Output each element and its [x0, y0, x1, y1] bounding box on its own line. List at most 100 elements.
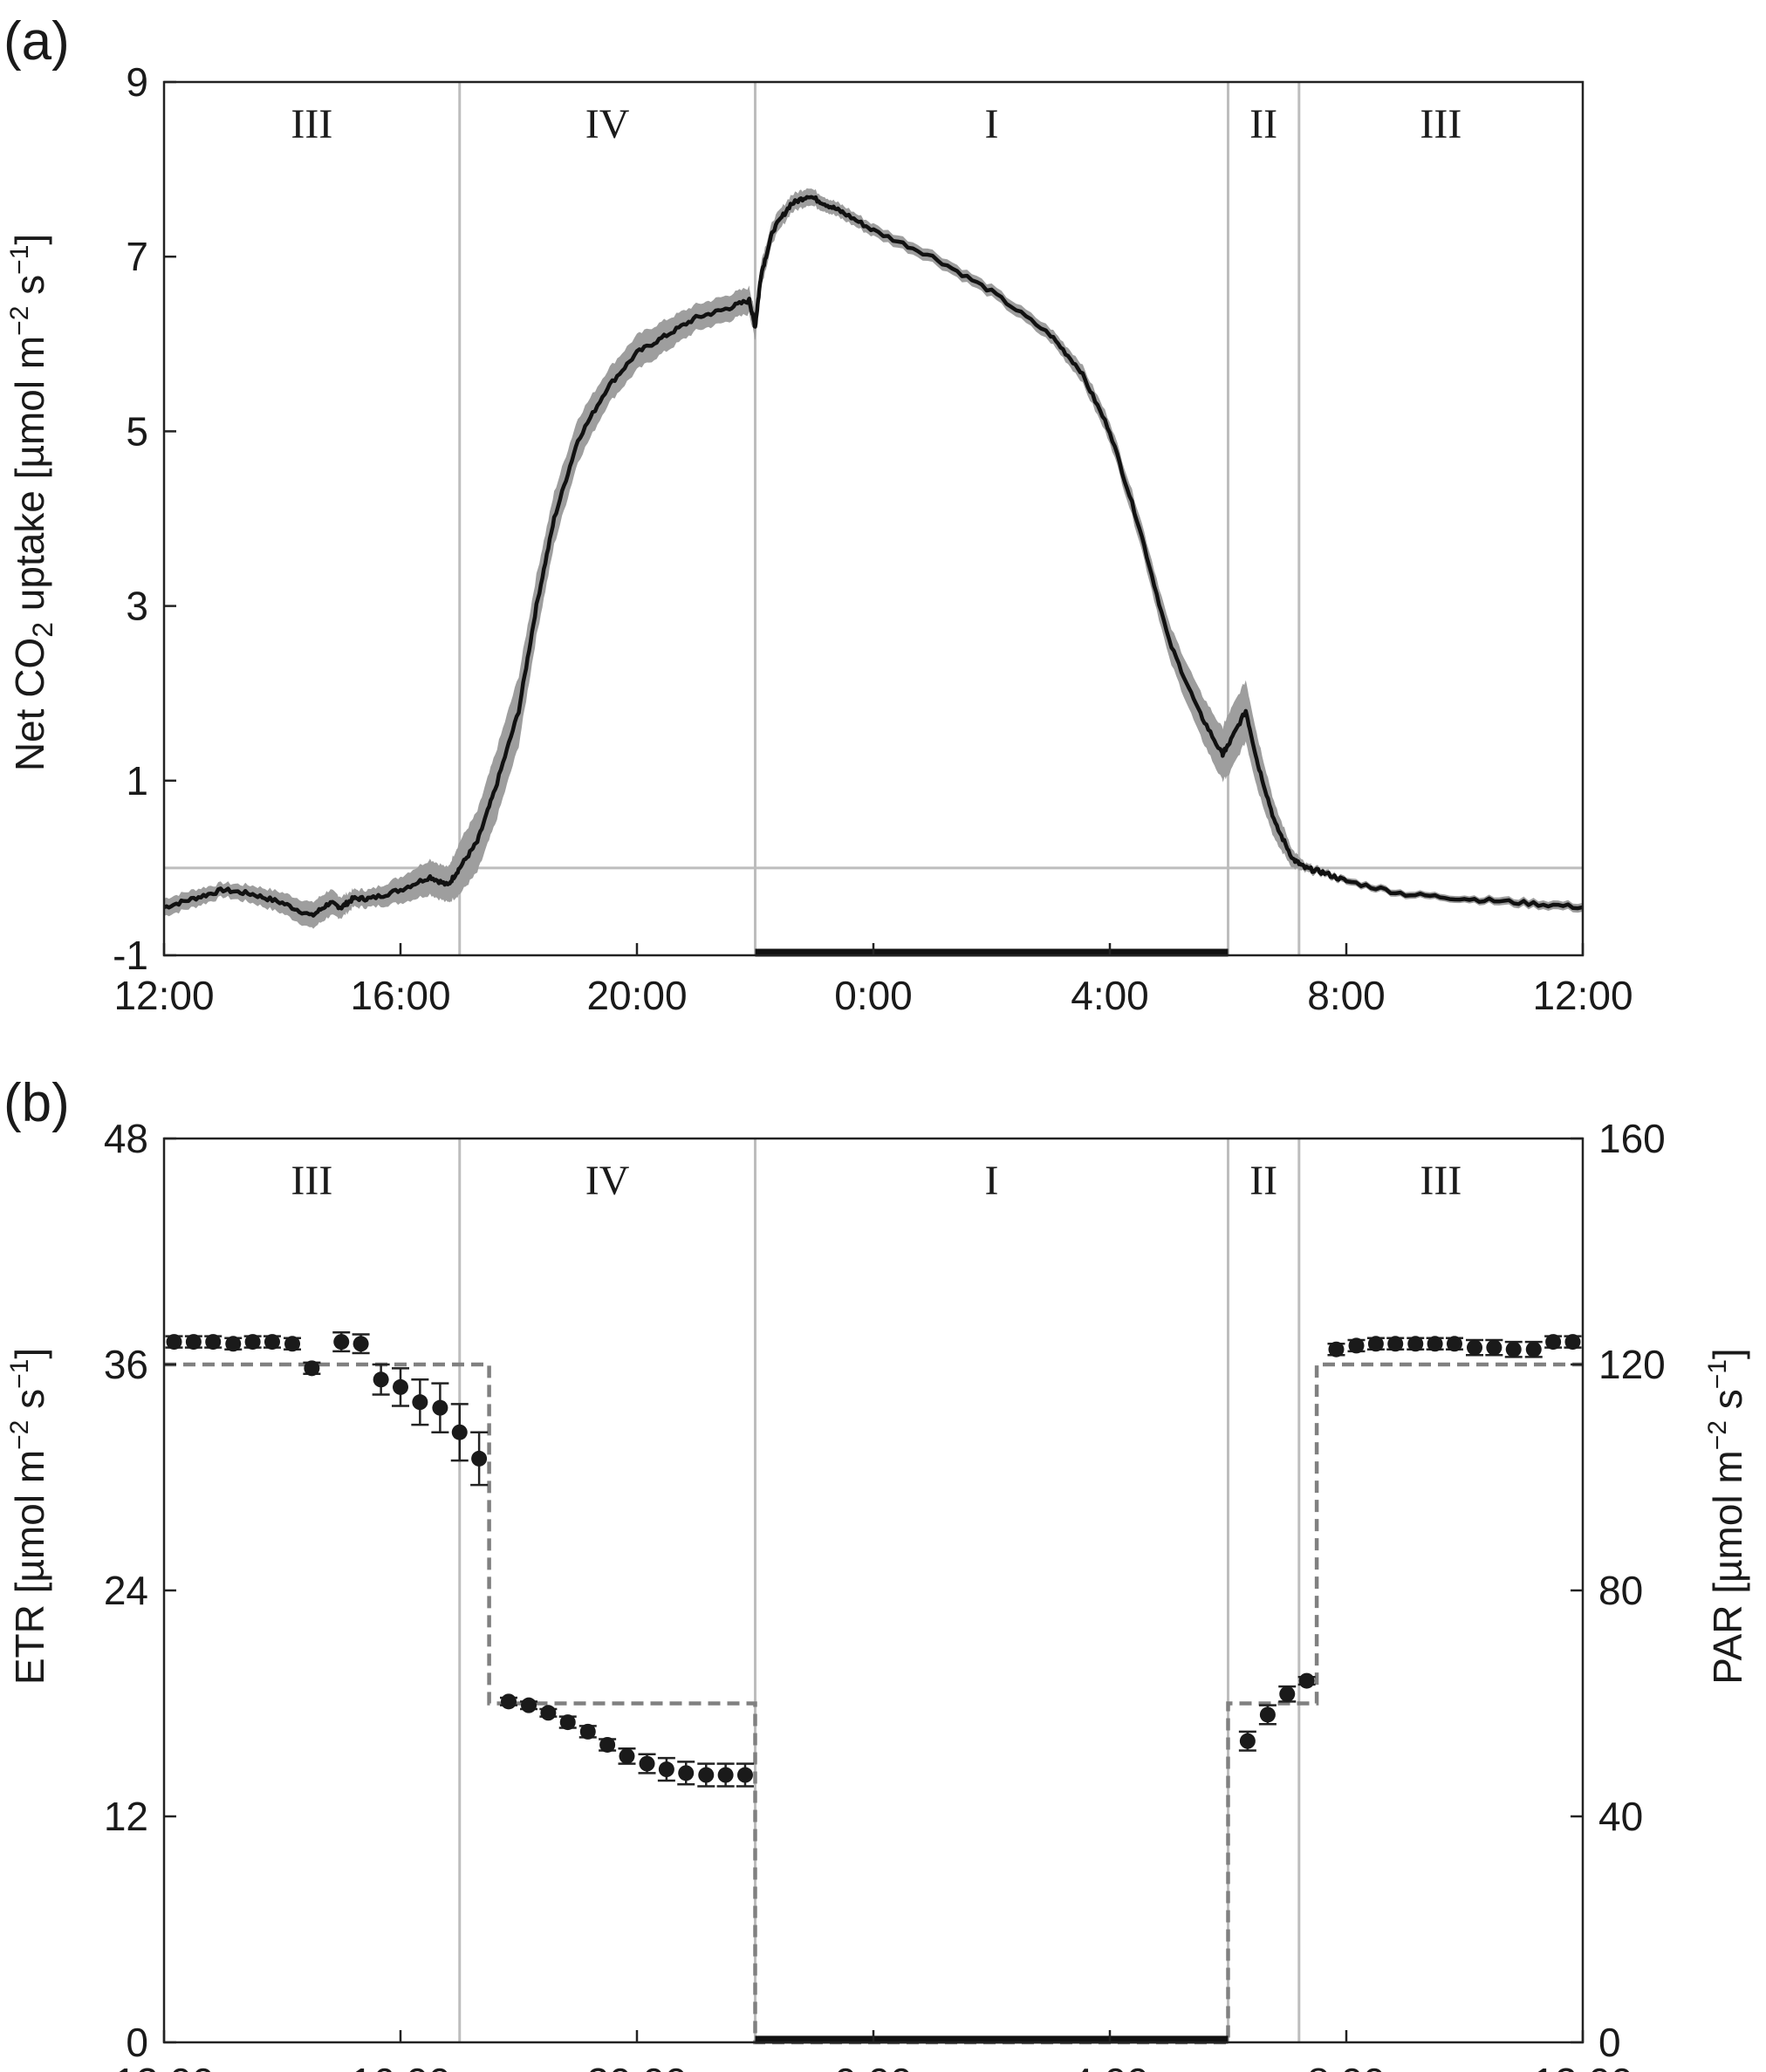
- y-tick-label: 36: [104, 1342, 148, 1387]
- etr-point: [204, 1334, 222, 1351]
- panel-a-label: (a): [3, 11, 70, 72]
- y-tick-label: 7: [126, 234, 148, 279]
- error-band: [164, 188, 1583, 929]
- x-tick-label: 4:00: [1071, 2060, 1149, 2072]
- etr-point: [1238, 1730, 1256, 1752]
- y2-axis-title: PAR [µmol m−2 s−1]: [1703, 1348, 1750, 1684]
- y2-tick-label: 80: [1598, 1568, 1643, 1613]
- phase-label: III: [1420, 1158, 1461, 1204]
- x-tick-label: 12:00: [1532, 973, 1633, 1018]
- y2-tick-label: 0: [1598, 2020, 1621, 2065]
- etr-point: [184, 1334, 202, 1351]
- etr-point: [1544, 1334, 1563, 1351]
- plot-frame: [162, 80, 1585, 957]
- phase-label: III: [1420, 101, 1461, 147]
- x-tick-label: 12:00: [1532, 2060, 1633, 2072]
- etr-point: [499, 1693, 517, 1710]
- etr-point: [558, 1714, 577, 1731]
- x-tick-label: 0:00: [834, 2060, 913, 2072]
- phase-label: IV: [585, 101, 630, 147]
- etr-point: [539, 1705, 558, 1721]
- phase-dividers: [458, 82, 1301, 955]
- phase-label: I: [985, 1158, 999, 1204]
- etr-point: [736, 1762, 754, 1788]
- etr-point: [1524, 1340, 1543, 1358]
- y-tick-label: 1: [126, 758, 148, 803]
- x-tick-label: 0:00: [834, 973, 913, 1018]
- etr-point: [657, 1756, 675, 1782]
- x-tick-label: 8:00: [1307, 973, 1386, 1018]
- etr-point: [1564, 1334, 1582, 1351]
- etr-point: [431, 1382, 449, 1433]
- etr-point: [1278, 1685, 1297, 1703]
- etr-point: [520, 1697, 538, 1713]
- y2-tick-label: 40: [1598, 1794, 1643, 1839]
- phase-labels: III IV I II III: [291, 1158, 1461, 1204]
- etr-point: [1485, 1338, 1503, 1357]
- etr-point: [677, 1761, 695, 1786]
- etr-point: [411, 1378, 429, 1426]
- y-tick-label: 0: [126, 2020, 148, 2065]
- x-tick-label: 16:00: [350, 973, 450, 1018]
- etr-point: [1327, 1341, 1345, 1357]
- y2-tick-label: 160: [1598, 1116, 1666, 1161]
- phase-label: IV: [585, 1158, 630, 1204]
- x-tick-label: 8:00: [1307, 2060, 1386, 2072]
- etr-point: [470, 1431, 489, 1487]
- etr-point: [1445, 1336, 1463, 1352]
- etr-point: [243, 1334, 262, 1351]
- y-axis-ticks: 0 12 24 36 48: [104, 1116, 176, 2065]
- x-tick-label: 20:00: [586, 2060, 687, 2072]
- phase-label: III: [291, 1158, 332, 1204]
- phase-label: III: [291, 101, 332, 147]
- y-tick-label: 9: [126, 59, 148, 105]
- etr-point: [1386, 1336, 1405, 1352]
- etr-point: [697, 1762, 715, 1788]
- panel-b-label: (b): [3, 1073, 70, 1133]
- x-tick-label: 12:00: [113, 973, 214, 1018]
- y-axis-ticks: -1 1 3 5 7 9: [113, 59, 176, 978]
- phase-labels: III IV I II III: [291, 101, 1461, 147]
- etr-points: [165, 1331, 1582, 1788]
- etr-point: [1407, 1336, 1425, 1352]
- etr-point: [165, 1334, 183, 1351]
- x-tick-label: 4:00: [1071, 973, 1149, 1018]
- x-tick-label: 16:00: [350, 2060, 450, 2072]
- y2-tick-label: 120: [1598, 1342, 1666, 1387]
- phase-label: I: [985, 101, 999, 147]
- phase-label: II: [1249, 1158, 1277, 1204]
- etr-point: [1366, 1336, 1385, 1352]
- etr-point: [263, 1334, 281, 1351]
- plot-frame: [162, 1137, 1585, 2044]
- x-axis-ticks: 12:00 16:00 20:00 0:00 4:00 8:00 12:00: [113, 2030, 1633, 2072]
- etr-point: [224, 1336, 243, 1352]
- x-tick-label: 20:00: [586, 973, 687, 1018]
- etr-point: [599, 1736, 617, 1753]
- etr-point: [1258, 1704, 1277, 1726]
- y-tick-label: 12: [104, 1794, 148, 1839]
- etr-point: [1466, 1338, 1484, 1357]
- etr-point: [716, 1762, 735, 1788]
- etr-point: [1504, 1340, 1523, 1358]
- etr-point: [578, 1723, 597, 1740]
- y-axis-title: ETR [µmol m−2 s−1]: [5, 1348, 52, 1685]
- etr-point: [352, 1333, 370, 1355]
- etr-point: [372, 1363, 390, 1396]
- etr-point: [332, 1331, 351, 1353]
- y2-axis-ticks: 0 40 80 120 160: [1571, 1116, 1666, 2065]
- y-tick-label: 48: [104, 1116, 148, 1161]
- par-step-line: [164, 1362, 1583, 2045]
- net-co2-line: [163, 195, 1584, 918]
- etr-point: [1347, 1337, 1366, 1354]
- y-tick-label: -1: [113, 933, 148, 978]
- y-tick-label: 3: [126, 584, 148, 629]
- y-tick-label: 24: [104, 1568, 148, 1613]
- etr-point: [638, 1753, 656, 1775]
- etr-point: [618, 1747, 636, 1765]
- x-tick-label: 12:00: [113, 2060, 214, 2072]
- etr-point: [392, 1367, 409, 1407]
- phase-dividers: [458, 1139, 1301, 2042]
